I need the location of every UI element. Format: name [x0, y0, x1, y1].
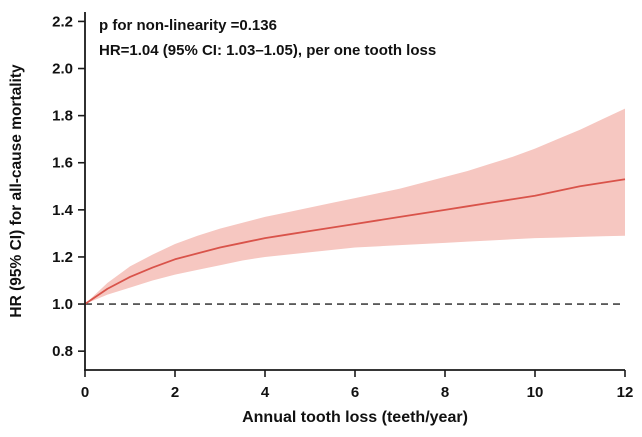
y-tick-label: 1.2	[52, 249, 73, 266]
x-tick-label: 8	[441, 384, 449, 401]
annotation-hr-ci: HR=1.04 (95% CI: 1.03–1.05), per one too…	[99, 42, 437, 59]
x-tick-label: 4	[261, 384, 270, 401]
ci-band	[85, 108, 625, 305]
y-tick-label: 2.2	[52, 13, 73, 30]
x-tick-label: 10	[527, 384, 544, 401]
annotation-nonlinearity: p for non-linearity =0.136	[99, 17, 277, 34]
y-tick-label: 1.6	[52, 155, 73, 172]
y-tick-label: 1.4	[52, 202, 74, 219]
y-tick-label: 1.8	[52, 108, 73, 125]
y-tick-label: 0.8	[52, 343, 73, 360]
y-tick-label: 1.0	[52, 296, 73, 313]
x-tick-label: 12	[617, 384, 634, 401]
y-axis-label: HR (95% CI) for all-cause mortality	[8, 64, 25, 318]
x-tick-label: 2	[171, 384, 179, 401]
x-axis-label: Annual tooth loss (teeth/year)	[242, 409, 468, 426]
x-tick-label: 6	[351, 384, 359, 401]
x-tick-label: 0	[81, 384, 89, 401]
y-tick-label: 2.0	[52, 61, 73, 78]
annotation-block: p for non-linearity =0.136 HR=1.04 (95% …	[99, 13, 436, 63]
hr-line	[84, 178, 626, 305]
